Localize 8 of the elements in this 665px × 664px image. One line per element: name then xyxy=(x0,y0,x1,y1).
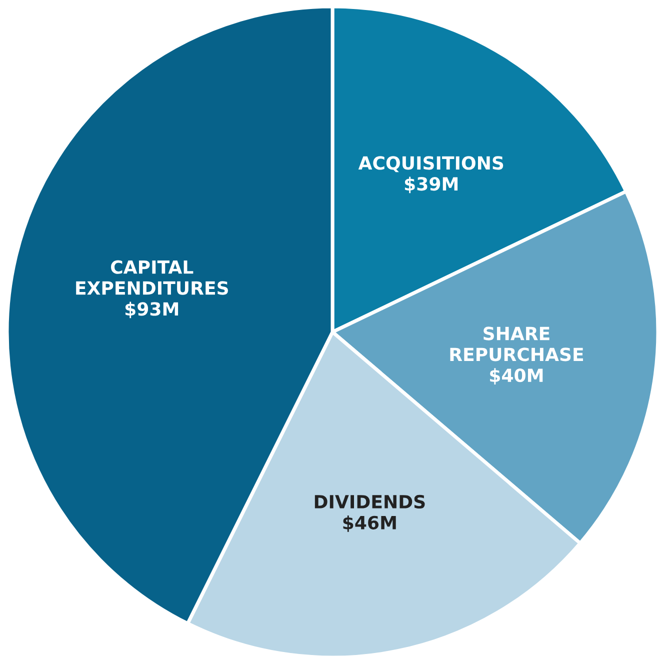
data-label: $39M xyxy=(404,176,458,194)
slice-label: DIVIDENDS xyxy=(314,494,425,509)
data-label: $93M xyxy=(125,302,178,318)
data-label: $46M xyxy=(343,515,396,532)
slice-label: CAPITAL EXPENDITURES xyxy=(76,260,228,295)
slice-label: SHARE REPURCHASE xyxy=(450,326,583,362)
data-label: $40M xyxy=(490,368,543,385)
slice-label: ACQUISITIONS xyxy=(358,156,504,172)
